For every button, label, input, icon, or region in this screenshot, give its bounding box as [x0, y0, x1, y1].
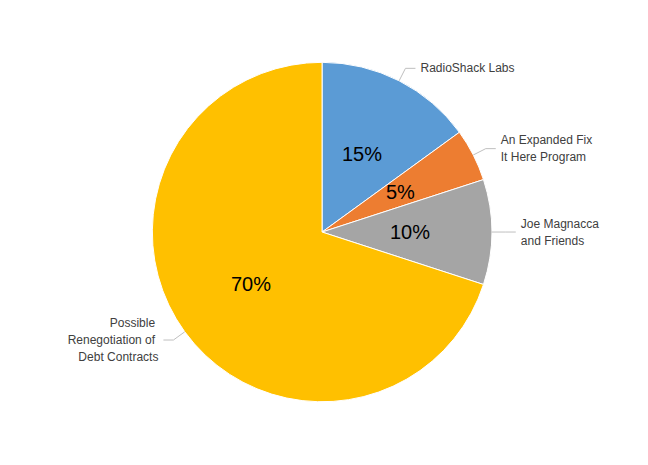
svg-text:Debt Contracts: Debt Contracts [78, 350, 158, 364]
svg-text:70%: 70% [231, 273, 271, 295]
svg-text:It Here Program: It Here Program [501, 150, 586, 164]
svg-text:5%: 5% [386, 181, 415, 203]
svg-text:15%: 15% [342, 143, 382, 165]
svg-text:and Friends: and Friends [521, 234, 584, 248]
svg-text:RadioShack Labs: RadioShack Labs [420, 61, 514, 75]
svg-text:Possible: Possible [110, 316, 159, 330]
svg-text:10%: 10% [390, 221, 430, 243]
svg-text:An Expanded Fix: An Expanded Fix [501, 133, 596, 147]
svg-text:Joe Magnacca: Joe Magnacca [521, 217, 602, 231]
svg-text:Renegotiation of: Renegotiation of [68, 333, 159, 347]
